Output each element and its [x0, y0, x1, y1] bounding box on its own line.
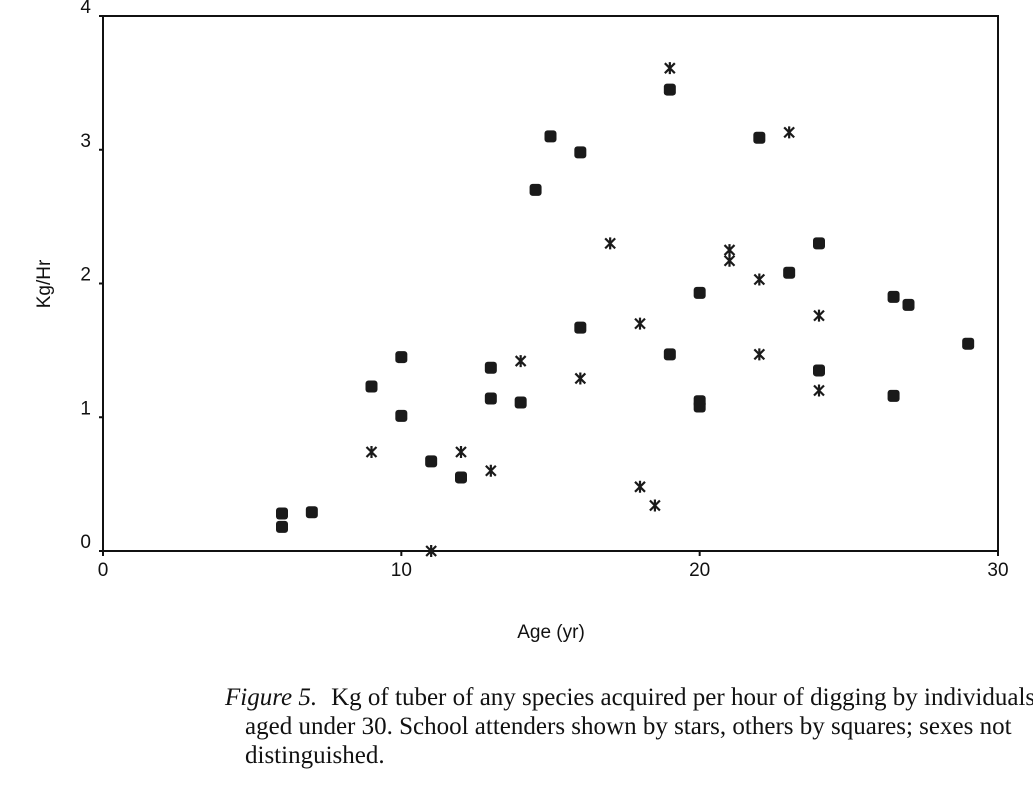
- caption-text: Kg of tuber of any species acquired per …: [245, 684, 1033, 769]
- plot-frame: [102, 15, 999, 552]
- star-point: [455, 446, 467, 459]
- x-tick-label: 20: [689, 560, 710, 581]
- x-tick-label: 0: [98, 560, 109, 581]
- star-point: [604, 237, 616, 250]
- square-point: [544, 130, 557, 143]
- star-point: [634, 480, 646, 493]
- square-point: [425, 455, 438, 468]
- y-tick-label: 2: [80, 265, 91, 286]
- square-point: [902, 298, 915, 311]
- star-point: [649, 499, 661, 512]
- star-point: [723, 244, 736, 257]
- star-point: [813, 384, 825, 397]
- star-point: [514, 355, 527, 368]
- caption: Figure 5. Kg of tuber of any species acqu…: [225, 683, 1033, 770]
- star-point: [753, 273, 766, 286]
- square-point: [693, 400, 706, 413]
- square-point: [484, 392, 497, 405]
- star-point: [365, 446, 378, 459]
- square-point: [813, 364, 825, 377]
- star-point: [485, 464, 497, 477]
- x-axis-label: Age (yr): [517, 622, 585, 643]
- square-point: [395, 351, 408, 364]
- star-point: [664, 62, 676, 75]
- square-point: [365, 380, 378, 393]
- square-point: [574, 321, 587, 334]
- star-point: [634, 317, 646, 330]
- square-point: [514, 396, 527, 409]
- square-point: [395, 409, 408, 422]
- square-point: [663, 83, 676, 96]
- star-point: [574, 372, 587, 385]
- y-axis-label: Kg/Hr: [34, 259, 55, 308]
- star-point: [753, 348, 766, 361]
- square-point: [693, 286, 706, 299]
- square-point: [887, 389, 900, 402]
- caption-label: Figure 5.: [225, 684, 318, 711]
- star-point: [813, 309, 825, 322]
- square-point: [813, 237, 825, 250]
- star-point: [783, 126, 795, 139]
- square-point: [887, 290, 900, 303]
- x-tick-label: 10: [391, 560, 412, 581]
- square-point: [962, 337, 975, 350]
- square-point: [574, 146, 587, 159]
- star-point: [723, 254, 736, 267]
- y-tick-label: 0: [80, 532, 91, 553]
- square-point: [529, 183, 542, 196]
- chart: Age (yr) Kg/Hr 0 10 20 30 0 1 2 3 4: [34, 0, 1009, 643]
- star-point: [425, 545, 437, 557]
- y-tick-label: 4: [80, 0, 91, 18]
- square-point: [455, 471, 467, 484]
- square-point: [663, 348, 676, 361]
- y-tick-label: 3: [80, 131, 91, 152]
- square-point: [305, 506, 318, 519]
- square-point: [276, 520, 288, 533]
- square-point: [783, 266, 796, 279]
- square-point: [753, 131, 766, 144]
- y-tick-label: 1: [80, 398, 91, 419]
- square-point: [276, 507, 288, 520]
- square-point: [484, 361, 497, 374]
- x-tick-label: 30: [987, 560, 1008, 581]
